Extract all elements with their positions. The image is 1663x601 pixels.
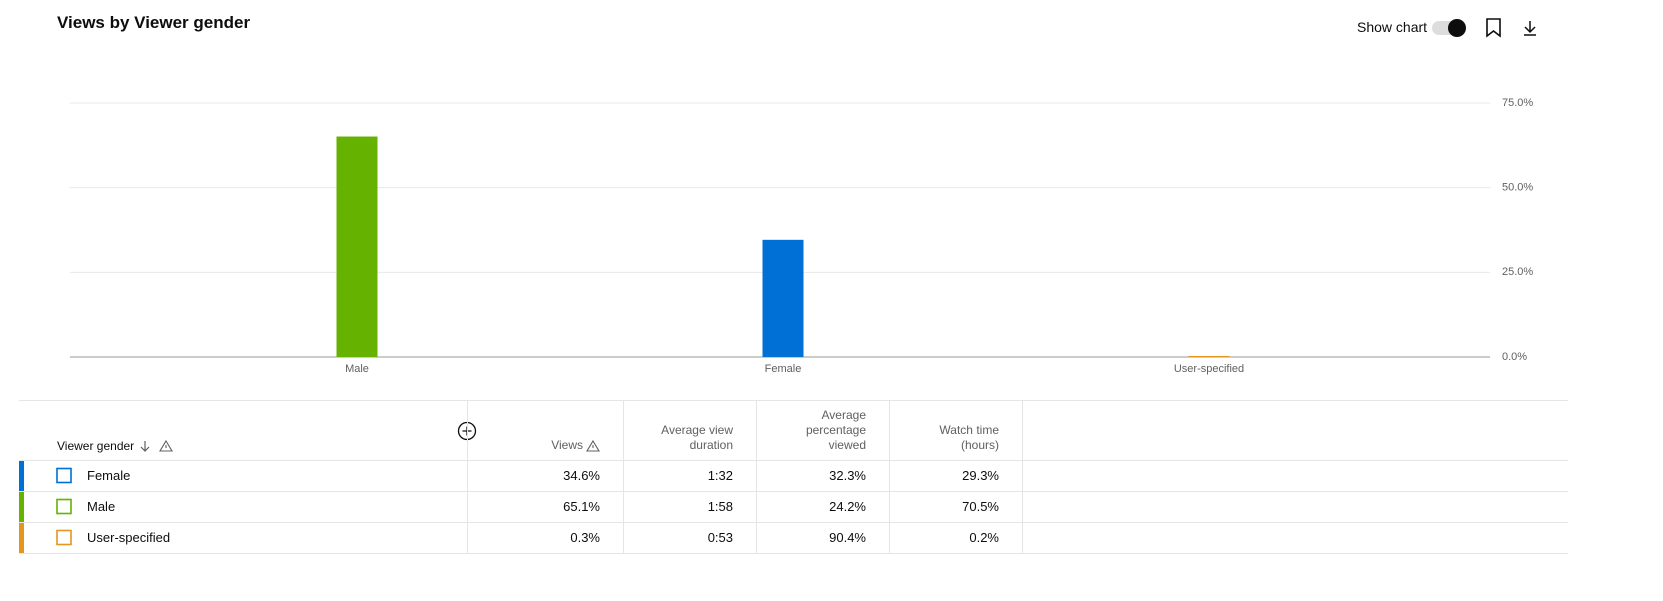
row-color bbox=[19, 460, 24, 491]
x-tick-label: User-specified bbox=[1174, 363, 1244, 375]
y-tick-label: 25.0% bbox=[1502, 266, 1533, 278]
column-divider bbox=[623, 400, 624, 553]
row-color bbox=[19, 522, 24, 553]
y-tick-label: 50.0% bbox=[1502, 182, 1533, 194]
column-divider bbox=[889, 400, 890, 553]
cell-value: 24.2% bbox=[829, 498, 866, 514]
toggle-label[interactable]: Show chart bbox=[1357, 19, 1428, 35]
title: Views by Viewer gender bbox=[57, 13, 251, 32]
cell-value: 1:32 bbox=[707, 467, 733, 483]
toggle[interactable] bbox=[1432, 19, 1466, 37]
column-header: Watch time (hours) bbox=[939, 423, 999, 452]
row-border bbox=[19, 553, 1568, 554]
cell-value: 34.6% bbox=[563, 467, 600, 483]
column-divider bbox=[756, 400, 757, 553]
warning-icon bbox=[586, 439, 600, 452]
cell-value: 1:58 bbox=[707, 498, 733, 514]
cell-value: 0.3% bbox=[570, 529, 600, 545]
cell-value: 70.5% bbox=[962, 498, 999, 514]
row-label: Male bbox=[87, 498, 116, 514]
column-header: Viewer gender bbox=[57, 439, 135, 453]
row-border bbox=[19, 491, 1568, 492]
download-icon[interactable] bbox=[1524, 21, 1536, 36]
warning-icon bbox=[159, 439, 173, 452]
table-border bbox=[19, 400, 1568, 401]
bar bbox=[762, 239, 804, 357]
cell-value: 32.3% bbox=[829, 467, 866, 483]
x-tick-label: Female bbox=[765, 363, 802, 375]
row-border bbox=[19, 522, 1568, 523]
cell-value: 0:53 bbox=[707, 529, 733, 545]
bar bbox=[1188, 355, 1230, 358]
bar bbox=[336, 136, 378, 357]
column-divider bbox=[1022, 400, 1023, 553]
cell-value: 29.3% bbox=[962, 467, 999, 483]
bookmark-icon[interactable] bbox=[1486, 18, 1501, 38]
cell-value: 0.2% bbox=[969, 529, 999, 545]
row-color bbox=[19, 491, 24, 522]
y-tick-label: 75.0% bbox=[1502, 97, 1533, 109]
checkbox bbox=[56, 498, 72, 515]
column-header: Average percentage viewed bbox=[805, 408, 866, 452]
column-divider bbox=[467, 400, 468, 553]
table-border bbox=[19, 460, 1568, 461]
sort-icon bbox=[140, 441, 150, 452]
row-label: User-specified bbox=[87, 529, 171, 545]
cell-value: 65.1% bbox=[563, 498, 600, 514]
cell-value: 90.4% bbox=[829, 529, 866, 545]
checkbox bbox=[56, 467, 72, 484]
y-tick-label: 0.0% bbox=[1502, 351, 1527, 363]
checkbox bbox=[56, 529, 72, 546]
x-tick-label: Male bbox=[345, 363, 369, 375]
column-header: Views bbox=[551, 438, 583, 452]
column-header: Average view duration bbox=[661, 423, 733, 452]
row-label: Female bbox=[87, 467, 131, 483]
